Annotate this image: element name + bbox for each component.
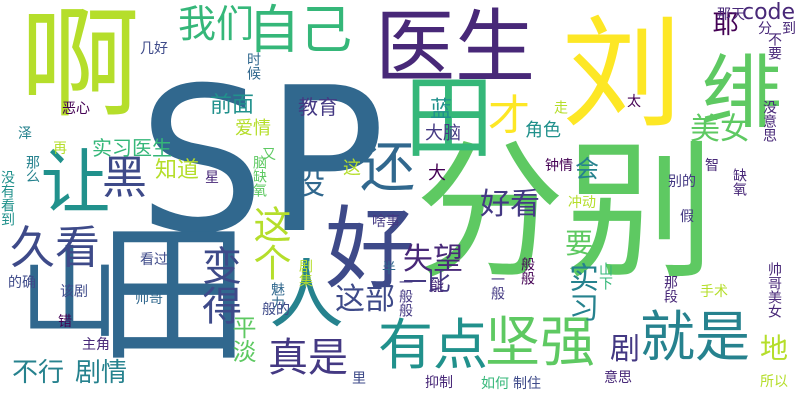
word-87: 帅哥美女	[766, 262, 782, 318]
word-5: 山	[2, 240, 119, 340]
word-76: 一般般	[397, 275, 413, 317]
word-22: 这个	[247, 205, 291, 281]
word-29: 剧	[610, 332, 640, 367]
word-93: 如何	[481, 376, 509, 392]
word-30: 美女	[690, 112, 750, 147]
word-60: 泽	[18, 126, 32, 142]
word-34: 剧情	[75, 358, 128, 388]
word-25: 这部	[335, 282, 395, 317]
word-89: 般的	[262, 302, 290, 318]
word-31: 好看	[480, 187, 540, 222]
word-83: 半	[382, 261, 396, 277]
word-32: 地	[760, 332, 789, 365]
word-20: 绯	[689, 50, 782, 130]
word-39: 耶	[708, 10, 738, 36]
word-33: 不行	[12, 358, 65, 388]
word-58: 不要	[766, 32, 782, 60]
word-38: 会	[575, 155, 599, 183]
word-85: 那段	[662, 275, 678, 303]
word-1: 分别	[415, 126, 716, 300]
word-43: 知道	[155, 158, 200, 183]
word-24: 没	[295, 167, 325, 202]
word-69: 智	[705, 158, 719, 174]
word-41: 蓝	[426, 97, 451, 119]
word-56: 太	[627, 94, 641, 110]
word-40: code	[742, 0, 796, 25]
word-84: 能	[430, 279, 444, 295]
word-88: 帅哥	[135, 291, 163, 307]
word-9: 坚强	[485, 310, 596, 374]
word-0: SP	[138, 45, 386, 278]
word-54: 时候	[245, 52, 261, 80]
word-71: 别的	[668, 174, 696, 190]
word-11: 有点	[378, 313, 489, 377]
word-8: 田	[388, 70, 493, 160]
word-36: 教育	[298, 95, 338, 119]
word-65: 又	[262, 147, 276, 163]
word-78: 山下	[597, 262, 613, 290]
word-81: 的确	[8, 275, 36, 291]
word-12: 就是	[640, 305, 751, 369]
word-28: 实习	[563, 262, 598, 322]
word-18: 久看	[10, 221, 101, 274]
word-75: 般般	[519, 257, 535, 285]
word-55: 走	[552, 100, 568, 114]
word-2: 田	[73, 215, 247, 365]
word-92: 抑制	[425, 375, 453, 391]
word-4: 医生	[375, 1, 535, 94]
word-67: 冲动	[568, 195, 596, 211]
word-53: 到	[782, 21, 796, 37]
word-70: 缺氧	[731, 168, 747, 196]
word-10: 人	[256, 255, 344, 330]
word-57: 没意思	[761, 100, 777, 142]
word-15: 让	[29, 145, 111, 215]
word-48: 大	[428, 163, 446, 184]
word-72: 啥事	[372, 214, 400, 230]
word-79: 看过	[140, 252, 168, 268]
word-64: 脑缺氧	[251, 155, 267, 197]
word-7: 好	[325, 197, 415, 302]
word-77: 一般	[489, 272, 505, 300]
word-44: 一比	[403, 268, 451, 296]
word-21: 真是	[268, 335, 348, 381]
word-97: 所以	[760, 374, 788, 390]
word-23: 变得	[195, 245, 241, 325]
word-82: 剧集	[297, 259, 313, 287]
word-13: 自己	[248, 1, 353, 61]
word-63: 没有看到	[0, 170, 15, 226]
word-96: 意思	[604, 370, 632, 386]
word-19: 才	[488, 91, 531, 140]
word-80: 该剧	[60, 284, 88, 300]
word-42: 平淡	[228, 315, 256, 363]
word-68: 钟情	[545, 158, 573, 174]
word-50: 几好	[140, 41, 168, 57]
word-52: 分	[758, 21, 772, 37]
word-73: 假	[680, 209, 694, 225]
word-26: 失望	[403, 242, 463, 277]
word-90: 错	[58, 314, 72, 330]
word-74: 魅力	[269, 282, 285, 310]
word-3: 啊	[0, 0, 138, 120]
word-27: 要	[565, 227, 594, 260]
word-94: 制住	[513, 376, 541, 392]
word-49: 这	[343, 158, 361, 179]
word-59: 恶心	[62, 101, 90, 117]
word-14: 我们	[178, 2, 255, 46]
word-35: 前面	[210, 93, 255, 118]
word-17: 还	[360, 135, 416, 199]
word-66: 星	[205, 170, 219, 186]
word-47: 爱情	[235, 118, 271, 139]
word-86: 手术	[700, 284, 728, 300]
word-45: 大脑	[425, 123, 461, 144]
word-91: 主角	[82, 337, 110, 353]
word-6: 刘	[541, 10, 680, 130]
word-95: 里	[352, 371, 366, 387]
word-61: 再	[53, 141, 67, 157]
word-16: 黑	[102, 151, 148, 204]
word-62: 那么	[24, 155, 40, 183]
word-37: 实习医生	[92, 136, 172, 160]
word-46: 角色	[525, 120, 561, 141]
word-51: 那天	[717, 7, 745, 23]
